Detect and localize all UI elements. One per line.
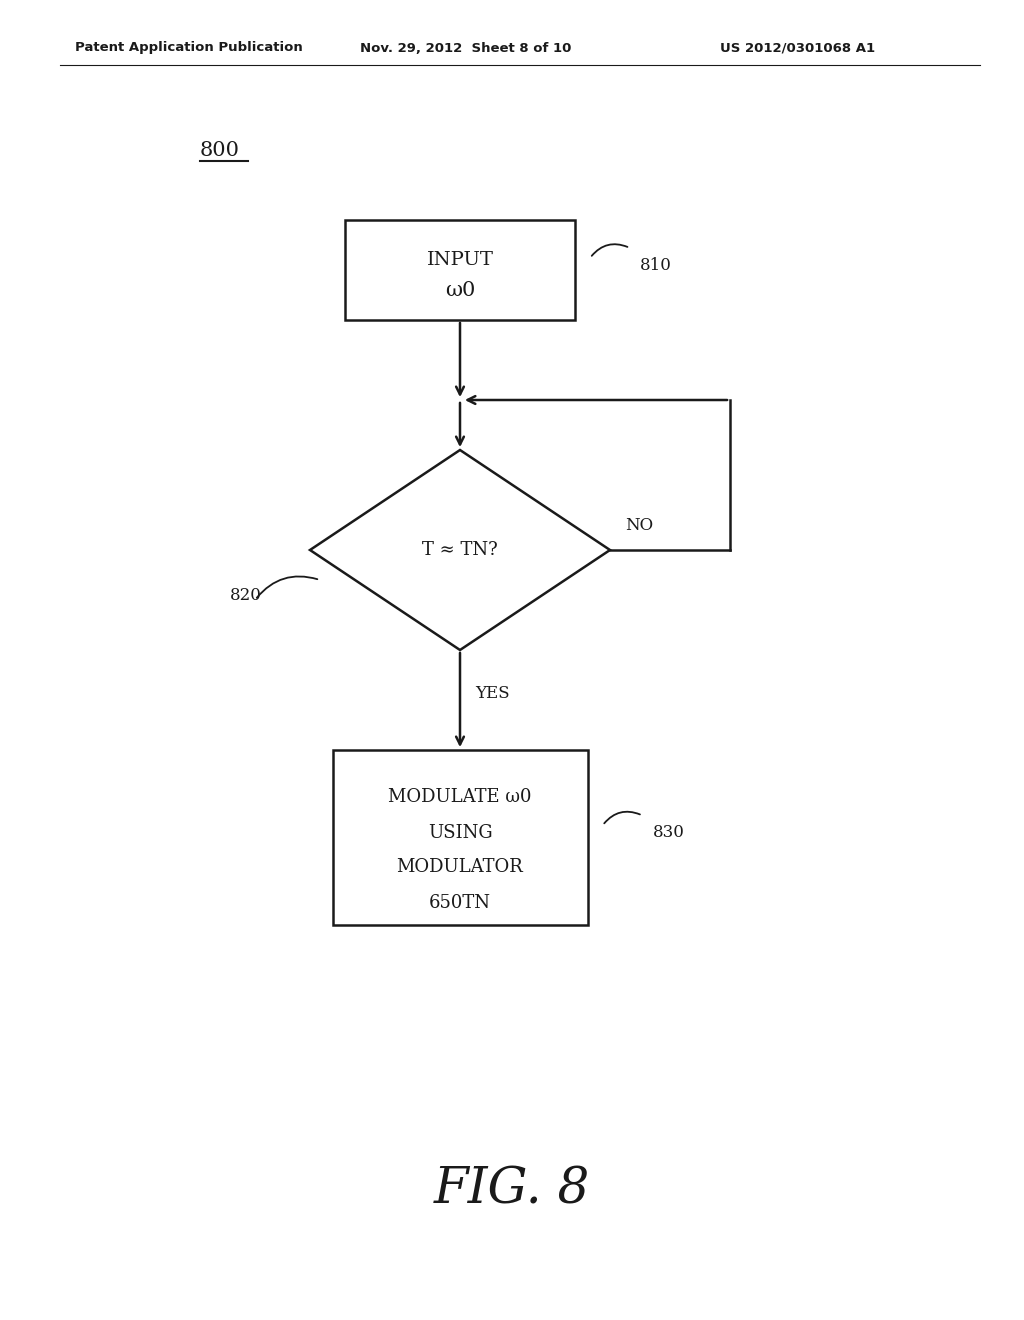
Text: Nov. 29, 2012  Sheet 8 of 10: Nov. 29, 2012 Sheet 8 of 10 (360, 41, 571, 54)
Text: MODULATE ω0: MODULATE ω0 (388, 788, 531, 807)
Text: 810: 810 (640, 256, 672, 273)
Text: 650TN: 650TN (429, 894, 490, 912)
Polygon shape (310, 450, 610, 649)
Text: FIG. 8: FIG. 8 (434, 1166, 590, 1214)
Text: MODULATOR: MODULATOR (396, 858, 523, 876)
Text: USING: USING (428, 824, 493, 842)
Text: YES: YES (475, 685, 510, 702)
Text: US 2012/0301068 A1: US 2012/0301068 A1 (720, 41, 876, 54)
Text: 830: 830 (652, 824, 684, 841)
Bar (345, 220, 575, 319)
Text: ω0: ω0 (444, 281, 475, 300)
Text: 800: 800 (200, 140, 240, 160)
Text: 820: 820 (230, 586, 262, 603)
Text: NO: NO (625, 516, 653, 533)
Text: INPUT: INPUT (427, 251, 494, 269)
Text: T ≈ TN?: T ≈ TN? (422, 541, 498, 558)
Text: Patent Application Publication: Patent Application Publication (75, 41, 303, 54)
Bar (333, 750, 588, 925)
